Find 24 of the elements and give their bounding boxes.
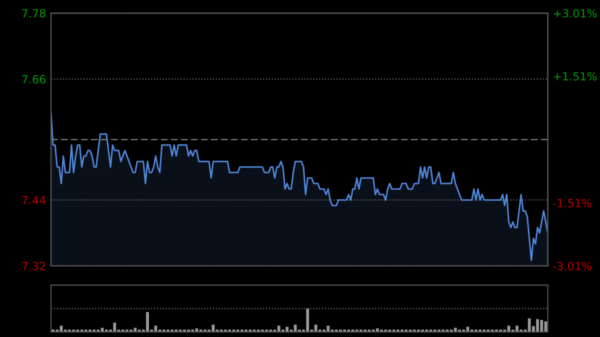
bar (277, 326, 280, 332)
bar (314, 324, 318, 332)
bar (134, 328, 137, 332)
y-tick-label: 7.66 (22, 75, 46, 84)
bar (212, 324, 215, 332)
y2-tick-label: +1.51% (554, 72, 597, 80)
y2-tick-label: +3.01% (554, 9, 597, 18)
bar (528, 318, 531, 332)
bar (454, 328, 457, 332)
y2-tick-label: -3.01% (553, 262, 592, 270)
bar (146, 312, 149, 332)
y-tick-label: 7.78 (22, 9, 46, 18)
y-tick-label: 7.32 (22, 262, 46, 270)
bar (306, 308, 310, 332)
y2-tick-label: -1.51% (553, 198, 592, 208)
bar (376, 328, 379, 332)
y-tick-label: 7.44 (22, 196, 46, 204)
bar (326, 326, 330, 332)
bar (286, 326, 289, 332)
bar (536, 319, 539, 332)
bar (516, 326, 518, 332)
bar (113, 322, 116, 332)
bar (100, 328, 104, 332)
bar (540, 320, 544, 332)
